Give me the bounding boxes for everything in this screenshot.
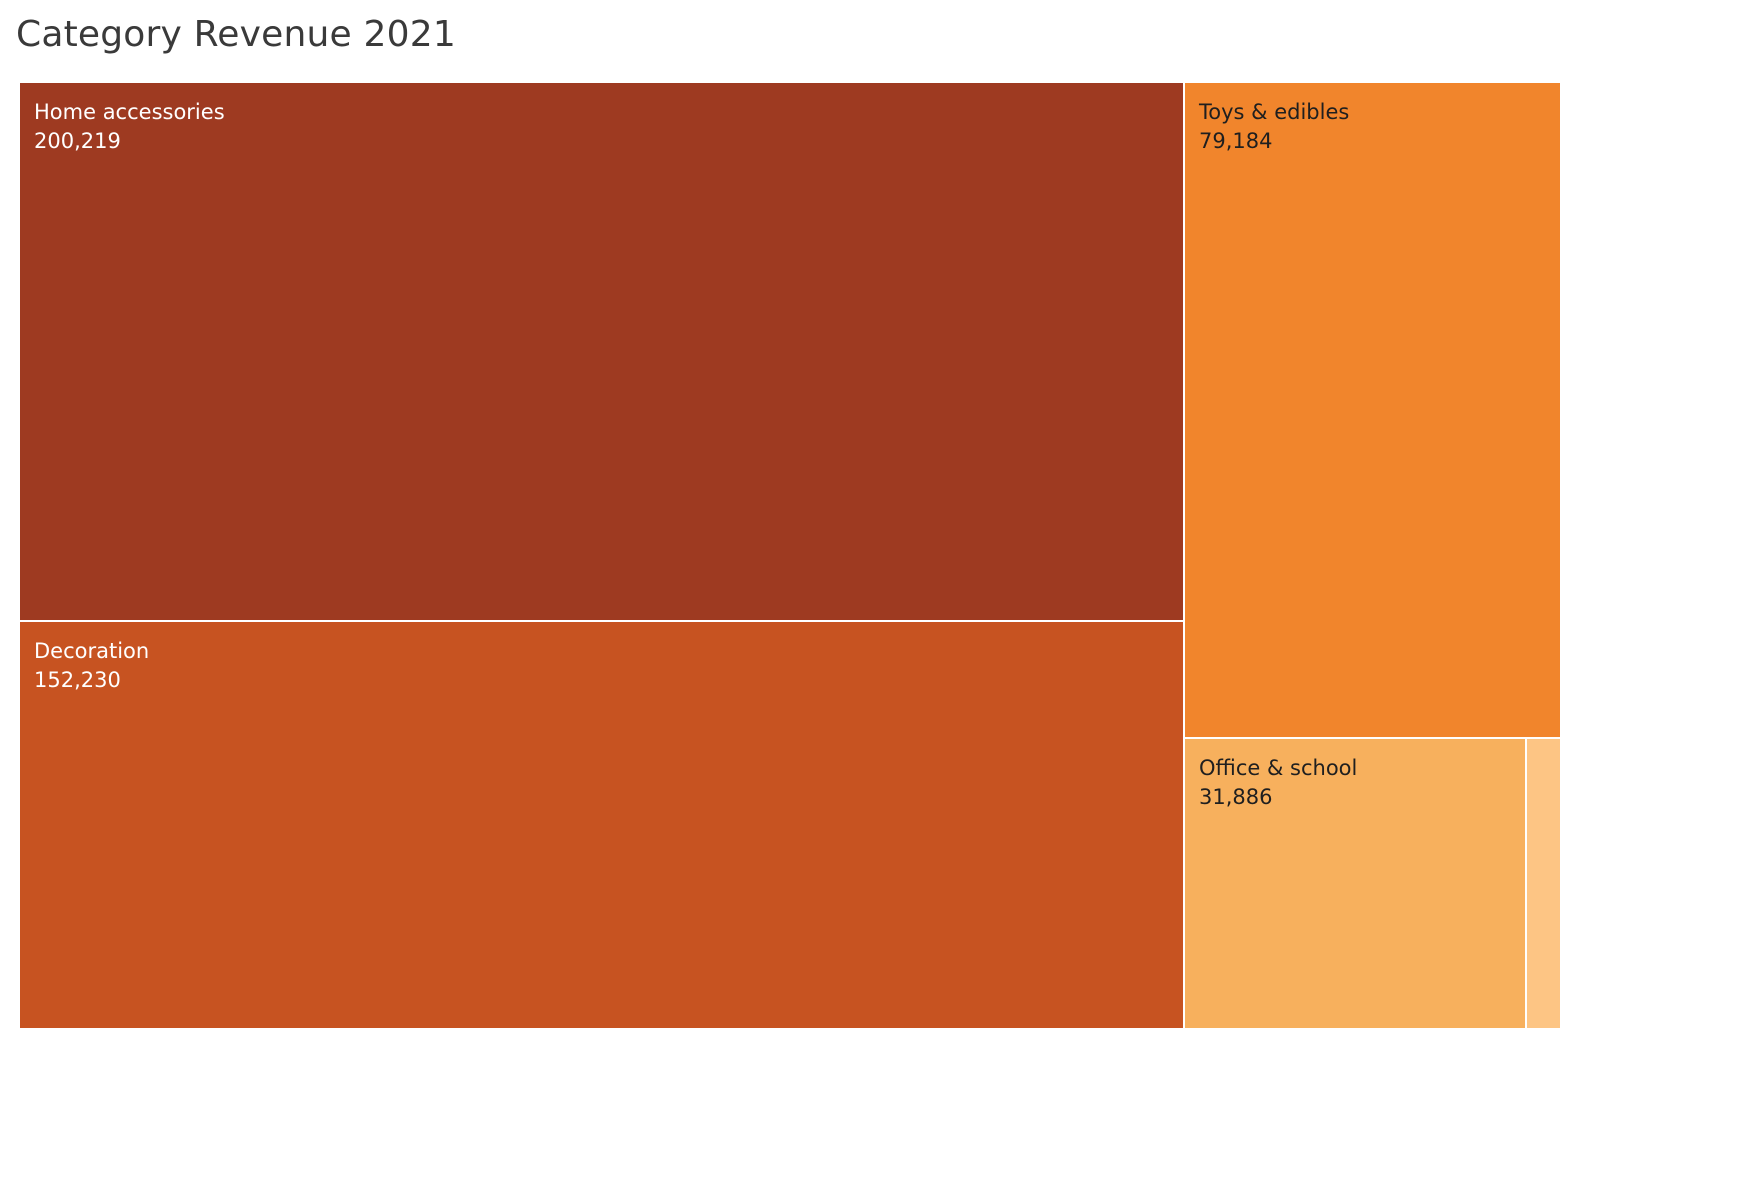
tile-category-label: Decoration	[34, 639, 150, 663]
treemap-tile[interactable]: Decoration 152,230	[20, 622, 1183, 1028]
treemap-chart: Home accessories 200,219 Decoration 152,230…	[20, 83, 1560, 1028]
tile-label: Office & school 31,886	[1199, 754, 1357, 812]
treemap-tile[interactable]: Office & school 31,886	[1185, 739, 1525, 1028]
tile-category-label: Office & school	[1199, 756, 1358, 780]
tile-value-label: 152,230	[34, 668, 121, 692]
treemap-tile[interactable]: Home accessories 200,219	[20, 83, 1183, 620]
tile-value-label: 31,886	[1199, 785, 1273, 809]
tile-value-label: 200,219	[34, 129, 121, 153]
tile-label: Home accessories 200,219	[34, 98, 225, 156]
tile-category-label: Toys & edibles	[1199, 100, 1350, 124]
tile-value-label: 79,184	[1199, 129, 1273, 153]
treemap-tile[interactable]	[1527, 739, 1560, 1028]
treemap-tile[interactable]: Toys & edibles 79,184	[1185, 83, 1560, 737]
tile-label: Decoration 152,230	[34, 637, 149, 695]
tile-category-label: Home accessories	[34, 100, 225, 124]
chart-title: Category Revenue 2021	[16, 14, 456, 55]
tile-label: Toys & edibles 79,184	[1199, 98, 1349, 156]
